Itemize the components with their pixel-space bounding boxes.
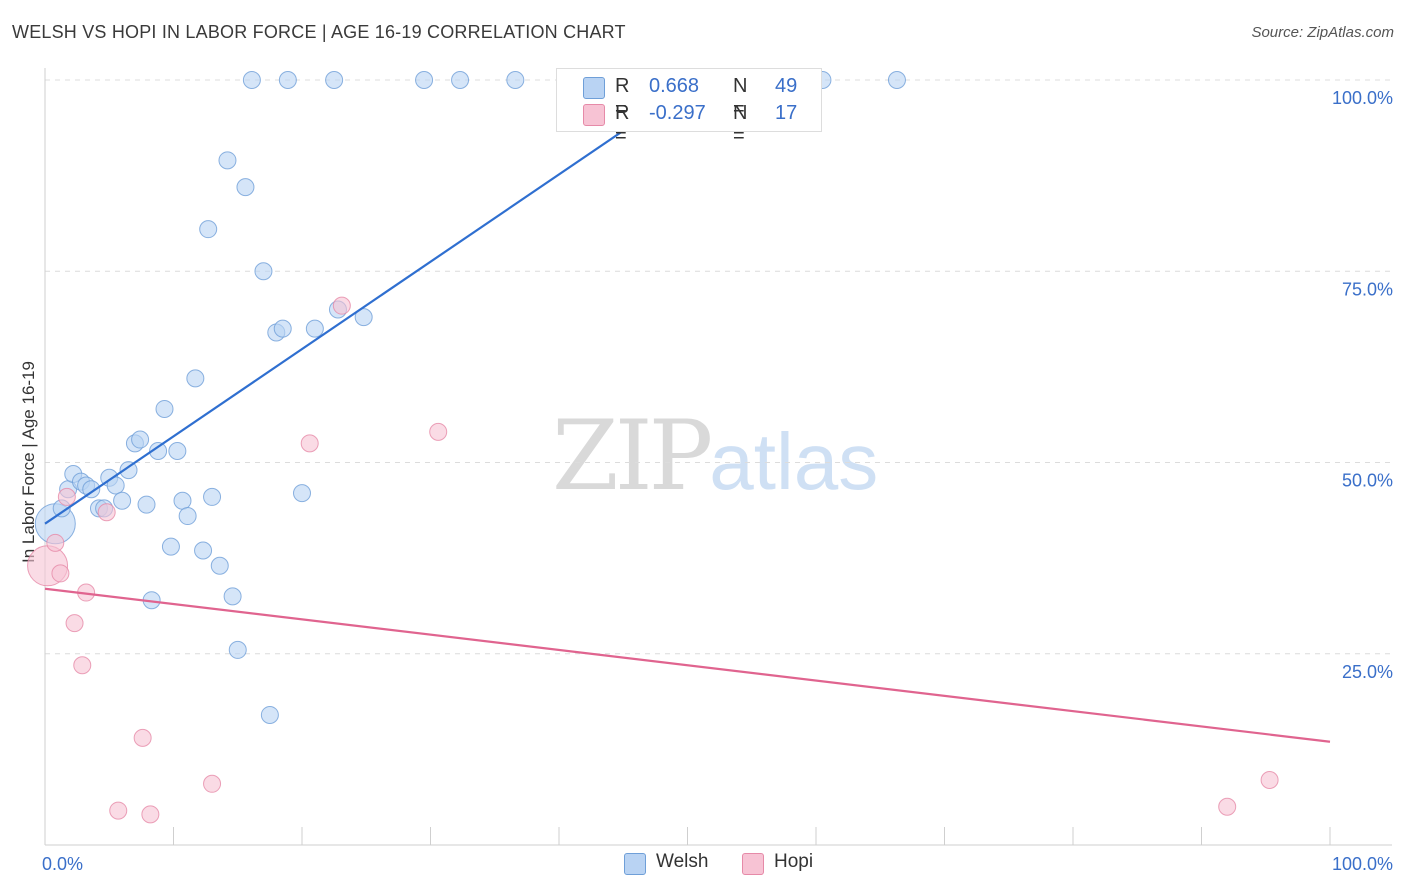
hopi-point xyxy=(1260,770,1279,789)
welsh-point xyxy=(887,71,906,89)
welsh-point xyxy=(278,71,297,89)
welsh-point xyxy=(203,487,222,506)
welsh-legend-label: Welsh xyxy=(656,851,709,872)
hopi-point xyxy=(46,533,65,552)
welsh-point xyxy=(218,151,237,170)
y-tick-label: 25.0% xyxy=(1342,662,1393,682)
hopi-point xyxy=(1218,797,1237,816)
welsh-point xyxy=(113,491,132,510)
welsh-point xyxy=(119,461,138,480)
welsh-point xyxy=(210,556,229,575)
welsh-point xyxy=(131,430,150,449)
hopi-legend-swatch xyxy=(742,853,764,875)
hopi-n-label: N = xyxy=(733,102,748,147)
hopi-point xyxy=(97,503,116,522)
welsh-point xyxy=(186,369,205,388)
welsh-point xyxy=(155,399,174,418)
hopi-point xyxy=(141,805,160,824)
welsh-point xyxy=(305,319,324,338)
welsh-point xyxy=(325,71,344,89)
y-tick-label: 100.0% xyxy=(1332,88,1393,108)
welsh-point xyxy=(451,71,470,89)
welsh-swatch xyxy=(583,77,605,99)
hopi-point xyxy=(65,614,84,633)
hopi-legend-label: Hopi xyxy=(774,851,814,872)
hopi-point xyxy=(203,774,222,793)
hopi-point xyxy=(57,487,76,506)
welsh-point xyxy=(82,480,101,499)
y-axis-label: In Labor Force | Age 16-19 xyxy=(19,361,38,563)
welsh-point xyxy=(354,308,373,327)
welsh-point xyxy=(506,71,525,89)
welsh-point xyxy=(168,442,187,461)
welsh-point xyxy=(194,541,213,560)
welsh-point xyxy=(178,507,197,526)
welsh-point xyxy=(228,640,247,659)
welsh-point xyxy=(273,319,292,338)
y-tick-label: 50.0% xyxy=(1342,471,1393,491)
welsh-r-value: 0.668 xyxy=(649,75,700,97)
hopi-n-value: 17 xyxy=(775,102,798,124)
welsh-point xyxy=(173,491,192,510)
hopi-point xyxy=(73,656,92,675)
welsh-r-label: R = xyxy=(615,75,630,120)
hopi-swatch xyxy=(583,104,605,126)
hopi-point xyxy=(133,728,152,747)
welsh-point xyxy=(242,71,261,89)
welsh-trend-line xyxy=(44,90,682,525)
correlation-legend: R = 0.668 N = 49 R = -0.297 N = 17 xyxy=(556,68,822,147)
welsh-point xyxy=(260,705,279,724)
welsh-point xyxy=(137,495,156,514)
welsh-legend-swatch xyxy=(624,853,646,875)
welsh-n-label: N = xyxy=(733,75,748,120)
welsh-point xyxy=(199,220,218,239)
x-tick-label: 0.0% xyxy=(42,854,83,874)
welsh-n-value: 49 xyxy=(775,75,798,97)
hopi-trend-line xyxy=(44,587,1331,743)
hopi-r-value: -0.297 xyxy=(649,102,706,124)
x-tick-label: 100.0% xyxy=(1332,854,1393,874)
hopi-point xyxy=(109,801,128,820)
source-credit: Source: ZipAtlas.com xyxy=(1251,24,1394,41)
welsh-point xyxy=(293,484,311,503)
y-tick-label: 75.0% xyxy=(1342,279,1393,299)
hopi-point xyxy=(51,564,70,583)
welsh-point xyxy=(254,262,273,281)
welsh-point xyxy=(415,71,434,89)
welsh-point xyxy=(161,537,180,556)
hopi-point xyxy=(300,434,319,453)
welsh-point xyxy=(223,587,242,606)
hopi-r-label: R = xyxy=(615,102,630,147)
welsh-point xyxy=(236,178,255,197)
chart-title: WELSH VS HOPI IN LABOR FORCE | AGE 16-19… xyxy=(12,22,626,42)
welsh-point xyxy=(149,442,168,461)
hopi-point xyxy=(429,422,448,441)
hopi-point xyxy=(332,296,351,315)
